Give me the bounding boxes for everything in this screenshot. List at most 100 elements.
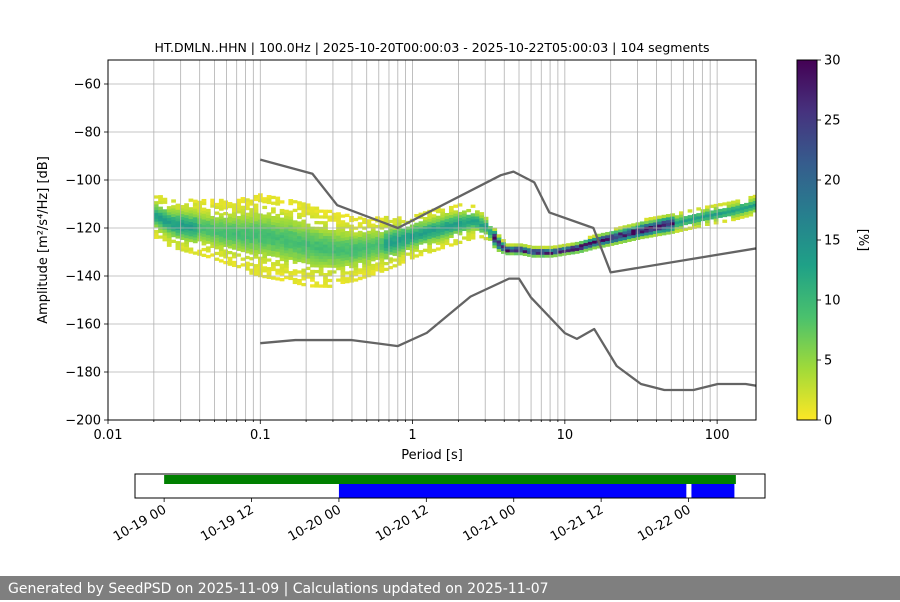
- psd-bin: [288, 222, 294, 226]
- psd-bin: [366, 222, 372, 226]
- psd-bin: [448, 217, 454, 221]
- psd-bin: [635, 236, 641, 240]
- psd-bin: [162, 220, 168, 225]
- psd-bin: [297, 232, 302, 237]
- psd-bin: [388, 251, 393, 255]
- psd-bin: [158, 223, 163, 228]
- psd-bin: [431, 217, 437, 221]
- psd-bin: [179, 222, 185, 226]
- psd-bin: [336, 232, 341, 236]
- psd-bin: [244, 247, 250, 251]
- psd-bin: [166, 232, 172, 236]
- psd-bin: [583, 248, 589, 252]
- psd-bin: [297, 281, 302, 286]
- psd-bin: [192, 231, 198, 235]
- psd-bin: [236, 201, 242, 205]
- psd-bin: [158, 229, 163, 233]
- psd-bin: [357, 242, 363, 246]
- psd-bin: [297, 244, 302, 248]
- psd-bin: [223, 249, 229, 253]
- psd-bin: [301, 213, 307, 218]
- psd-bin: [340, 251, 346, 256]
- psd-bin: [414, 248, 419, 252]
- psd-bin: [240, 263, 246, 267]
- chart-title: HT.DMLN..HHN | 100.0Hz | 2025-10-20T00:0…: [154, 40, 709, 55]
- psd-bin: [375, 230, 380, 235]
- psd-bin: [626, 227, 632, 231]
- psd-bin: [218, 253, 224, 257]
- psd-bin: [249, 242, 255, 246]
- psd-bin: [722, 208, 728, 212]
- psd-bin: [323, 258, 328, 262]
- psd-bin: [179, 228, 185, 232]
- psd-bin: [310, 212, 315, 216]
- psd-bin: [323, 278, 328, 283]
- psd-bin: [370, 246, 376, 250]
- psd-bin: [401, 243, 406, 247]
- psd-bin: [453, 242, 459, 246]
- psd-bin: [275, 216, 281, 221]
- psd-bin: [227, 219, 233, 223]
- psd-bin: [249, 199, 255, 203]
- psd-bin: [266, 249, 272, 254]
- psd-bin: [548, 245, 554, 250]
- psd-bin: [705, 216, 710, 221]
- psd-bin: [162, 209, 168, 213]
- psd-bin: [687, 220, 693, 225]
- psd-bin: [218, 230, 224, 234]
- psd-bin: [370, 269, 376, 273]
- psd-bin: [327, 244, 333, 248]
- psd-bin: [231, 246, 237, 250]
- psd-bin: [279, 200, 285, 204]
- psd-bin: [726, 201, 732, 205]
- psd-bin: [318, 235, 324, 239]
- psd-bin: [375, 216, 380, 220]
- psd-bin: [253, 252, 259, 256]
- psd-bin: [353, 217, 359, 222]
- psd-bin: [657, 229, 663, 234]
- psd-bin: [748, 213, 754, 217]
- psd-bin: [301, 210, 307, 215]
- psd-bin: [457, 203, 463, 207]
- psd-bin: [665, 231, 671, 235]
- psd-bin: [579, 243, 584, 248]
- psd-bin: [366, 236, 372, 240]
- psd-bin: [205, 246, 211, 250]
- y-axis-label: Amplitude [m²/s⁴/Hz] [dB]: [36, 156, 51, 324]
- psd-bin: [249, 208, 255, 212]
- psd-bin: [201, 253, 207, 257]
- psd-bin: [366, 268, 372, 272]
- psd-bin: [236, 247, 242, 251]
- psd-bin: [253, 266, 259, 271]
- psd-bin: [431, 234, 437, 238]
- psd-bin: [244, 224, 250, 228]
- psd-bin: [205, 208, 211, 213]
- psd-bin: [305, 229, 311, 233]
- psd-bin: [218, 216, 224, 220]
- psd-bin: [349, 227, 354, 231]
- psd-bin: [444, 227, 450, 231]
- psd-bin: [288, 236, 294, 240]
- psd-bin: [340, 240, 346, 244]
- psd-bin: [479, 235, 485, 239]
- psd-bin: [518, 243, 524, 247]
- psd-bin: [444, 241, 450, 246]
- psd-bin: [175, 212, 181, 216]
- psd-bin: [748, 210, 754, 214]
- psd-bin: [353, 278, 359, 282]
- psd-bin: [158, 212, 163, 216]
- psd-bin: [223, 220, 229, 224]
- psd-bin: [609, 231, 615, 235]
- psd-bin: [483, 231, 489, 235]
- psd-bin: [236, 221, 242, 226]
- psd-bin: [223, 232, 229, 236]
- psd-bin: [626, 230, 632, 234]
- psd-bin: [431, 240, 437, 244]
- psd-bin: [631, 231, 636, 236]
- psd-bin: [288, 219, 294, 223]
- psd-bin: [453, 210, 459, 214]
- psd-bin: [475, 221, 480, 226]
- psd-bin: [318, 261, 324, 265]
- psd-bin: [262, 257, 268, 261]
- psd-bin: [288, 224, 294, 229]
